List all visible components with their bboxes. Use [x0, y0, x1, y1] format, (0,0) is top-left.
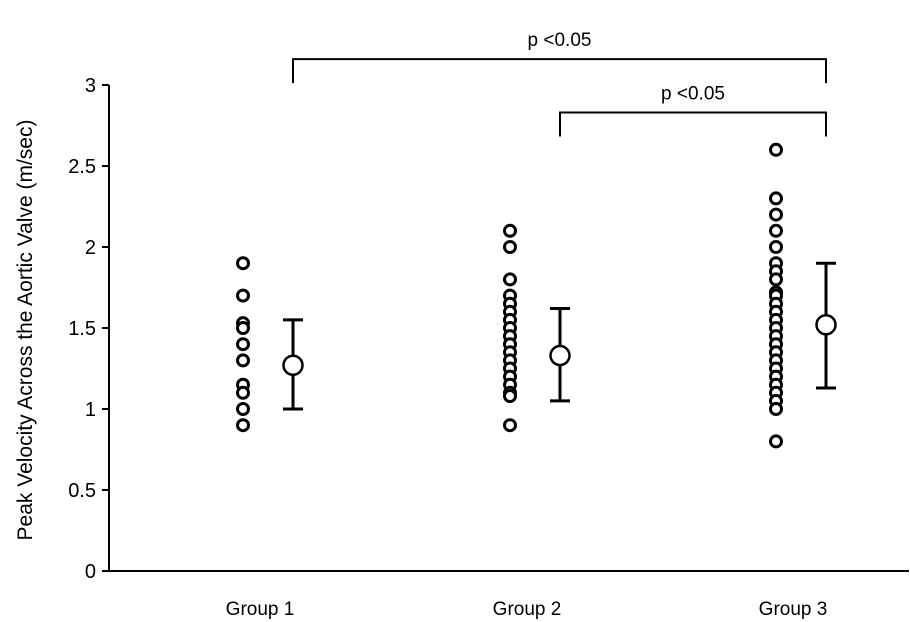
significance-bracket [292, 58, 827, 84]
data-point [236, 385, 250, 400]
data-point [236, 337, 250, 352]
data-point [503, 418, 517, 433]
data-point [236, 321, 250, 335]
mean-marker [549, 344, 571, 367]
y-tick-label: 0 [85, 561, 96, 583]
y-tick-label: 0.5 [68, 480, 96, 502]
data-point [769, 240, 783, 254]
y-tick-label: 1 [85, 399, 96, 421]
data-points [236, 142, 783, 449]
data-point [236, 402, 250, 416]
y-tick-label: 3 [85, 75, 96, 97]
data-point [769, 272, 783, 287]
data-point [503, 389, 517, 404]
x-category-label: Group 1 [226, 599, 295, 620]
x-category-label: Group 2 [493, 599, 562, 620]
data-point [769, 223, 783, 238]
y-tick-label: 1.5 [68, 318, 96, 340]
data-point [236, 418, 250, 433]
data-point [769, 207, 783, 222]
category-labels: Group 1 Group 2 Group 3 [226, 599, 828, 620]
significance-brackets: p <0.05 p <0.05 [292, 30, 827, 137]
mean-markers [282, 261, 837, 411]
mean-marker [815, 314, 837, 336]
significance-label: p <0.05 [661, 84, 725, 105]
x-category-label: Group 3 [759, 599, 828, 620]
data-point [236, 288, 250, 303]
y-axis-label: Peak Velocity Across the Aortic Valve (m… [14, 120, 37, 541]
data-point [503, 240, 517, 254]
data-point [503, 223, 517, 238]
y-tick-label: 2.5 [68, 156, 96, 178]
data-point [769, 434, 783, 449]
data-point [769, 142, 783, 157]
data-point [503, 272, 517, 287]
y-tick-label: 2 [85, 237, 96, 259]
data-point [769, 402, 783, 416]
data-point [236, 256, 250, 271]
mean-marker [282, 354, 304, 377]
y-ticks: 0 0.5 1 1.5 2 2.5 3 [68, 75, 109, 583]
significance-bracket [559, 111, 827, 137]
data-point [769, 191, 783, 206]
data-point [236, 353, 250, 368]
significance-label: p <0.05 [528, 30, 592, 51]
